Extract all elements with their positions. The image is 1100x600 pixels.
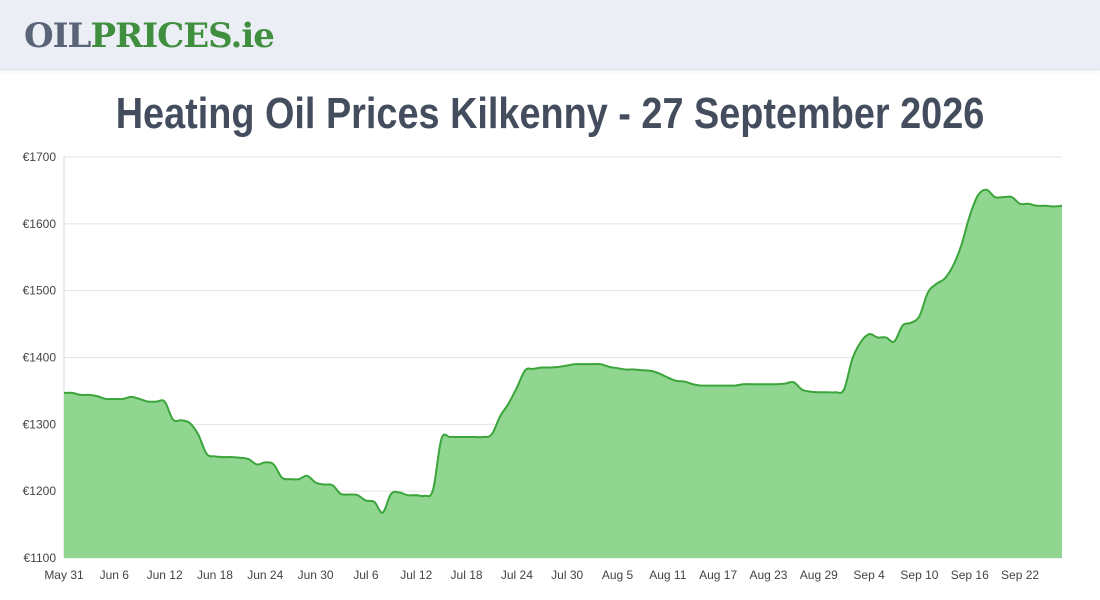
x-tick-label: Aug 11 [649,568,686,582]
x-tick-label: Sep 10 [900,568,938,582]
x-tick-label: Aug 5 [602,568,634,582]
x-tick-label: Jul 18 [451,568,483,582]
x-tick-label: Aug 17 [699,568,737,582]
x-tick-label: Jul 30 [551,568,583,582]
x-tick-label: May 31 [44,568,84,582]
price-line [63,188,1063,514]
site-header: OILPRICES.ie [0,0,1100,70]
x-axis-ticks: May 31 Jun 6 Jun 12 Jun 18 Jun 24 Jun 30 Jul 6… [44,568,1039,582]
x-tick-label: Jun 18 [197,568,233,582]
logo-text-domain: .ie [230,16,274,56]
x-tick-label: Aug 29 [800,568,838,582]
x-tick-label: Sep 4 [853,568,885,582]
y-tick-label: €1300 [23,417,57,431]
x-tick-label: Jul 24 [501,568,533,582]
y-tick-label: €1400 [23,351,57,365]
price-area [64,189,1062,559]
x-tick-label: Jul 12 [400,568,432,582]
x-tick-label: Sep 16 [951,568,989,582]
y-tick-label: €1200 [23,484,57,498]
x-tick-label: Jun 24 [247,568,283,582]
y-axis-ticks: €1100 €1200 €1300 €1400 €1500 €1600 €1700 [23,150,57,565]
y-tick-label: €1600 [23,217,57,231]
page-title: Heating Oil Prices Kilkenny - 27 Septemb… [115,89,985,138]
x-tick-label: Jun 6 [100,568,130,582]
logo-text-oil: OIL [24,16,91,56]
y-tick-label: €1500 [23,284,57,298]
y-tick-label: €1700 [23,150,57,164]
x-tick-label: Sep 22 [1001,568,1039,582]
x-tick-label: Jul 6 [353,568,379,582]
x-tick-label: Jun 12 [147,568,183,582]
logo-text-prices: PRICES [90,16,231,56]
y-tick-label: €1100 [24,551,57,565]
x-tick-label: Aug 23 [749,568,787,582]
x-tick-label: Jun 30 [298,568,334,582]
site-logo[interactable]: OILPRICES.ie [24,14,275,58]
